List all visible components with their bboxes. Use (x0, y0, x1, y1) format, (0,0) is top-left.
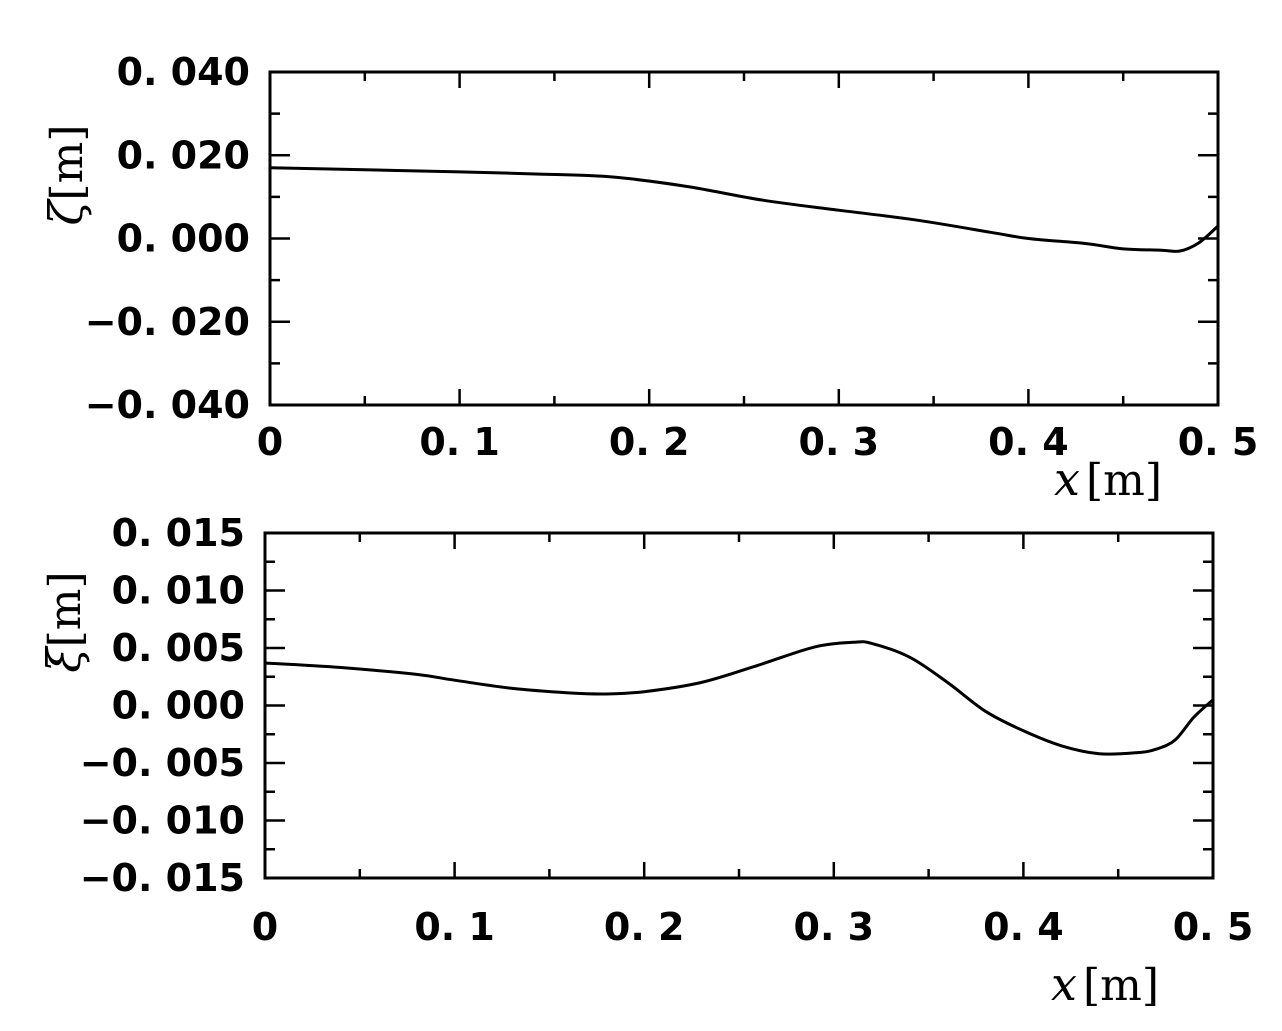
y-axis-symbol: ζ (39, 198, 93, 226)
y-axis-symbol: ξ (37, 645, 91, 673)
y-tick-label: −0. 010 (80, 799, 245, 843)
x-tick-labels: 0 0. 1 0. 2 0. 3 0. 4 0. 5 (257, 420, 1259, 464)
y-tick-label: 0. 020 (117, 133, 250, 177)
y-tick-label: 0. 000 (117, 217, 250, 261)
y-tick-label: 0. 010 (112, 569, 245, 613)
zeta-chart: 0. 040 0. 020 0. 000 −0. 020 −0. 040 0 0. 1 0.… (39, 50, 1258, 506)
x-tick-label: 0 (257, 420, 283, 464)
x-axis-label: x [m] (1051, 957, 1159, 1011)
y-tick-label: −0. 040 (85, 383, 250, 427)
y-tick-labels: 0. 040 0. 020 0. 000 −0. 020 −0. 040 (85, 50, 250, 427)
x-axis-symbol: x (1051, 957, 1077, 1011)
y-tick-label: 0. 040 (117, 50, 250, 94)
x-axis-label: x [m] (1054, 452, 1162, 506)
y-tick-label: 0. 005 (112, 626, 245, 670)
xi-series-line (263, 640, 1215, 756)
tick-marks (268, 70, 1220, 407)
x-tick-label: 0. 2 (609, 420, 690, 464)
x-tick-label: 0. 1 (414, 905, 495, 949)
y-tick-label: −0. 005 (80, 741, 245, 785)
x-tick-label: 0. 3 (794, 905, 875, 949)
y-tick-label: 0. 015 (112, 511, 245, 555)
y-axis-unit: [m] (42, 125, 93, 201)
x-tick-label: 0. 2 (604, 905, 685, 949)
x-axis-unit: [m] (1086, 455, 1162, 506)
x-axis-unit: [m] (1083, 960, 1159, 1011)
y-axis-unit: [m] (40, 571, 91, 647)
xi-chart: 0. 015 0. 010 0. 005 0. 000 −0. 005 −0. 010 −0… (37, 511, 1253, 1011)
x-tick-label: 0. 4 (988, 420, 1069, 464)
y-axis-label: ζ[m] (39, 125, 93, 226)
y-axis-label: ξ[m] (37, 571, 91, 672)
y-tick-label: 0. 000 (112, 684, 245, 728)
tick-marks (263, 531, 1215, 880)
plot-frame (268, 70, 1220, 407)
x-tick-labels: 0 0. 1 0. 2 0. 3 0. 4 0. 5 (252, 905, 1254, 949)
x-tick-label: 0. 1 (419, 420, 500, 464)
x-tick-label: 0 (252, 905, 278, 949)
x-axis-symbol: x (1054, 452, 1080, 506)
x-tick-label: 0. 5 (1178, 420, 1259, 464)
x-tick-label: 0. 3 (799, 420, 880, 464)
y-tick-labels: 0. 015 0. 010 0. 005 0. 000 −0. 005 −0. 010 −0… (80, 511, 245, 900)
x-tick-label: 0. 4 (983, 905, 1064, 949)
y-tick-label: −0. 020 (85, 300, 250, 344)
zeta-series-line (268, 166, 1220, 253)
x-tick-label: 0. 5 (1173, 905, 1254, 949)
y-tick-label: −0. 015 (80, 856, 245, 900)
plot-frame (263, 531, 1215, 880)
